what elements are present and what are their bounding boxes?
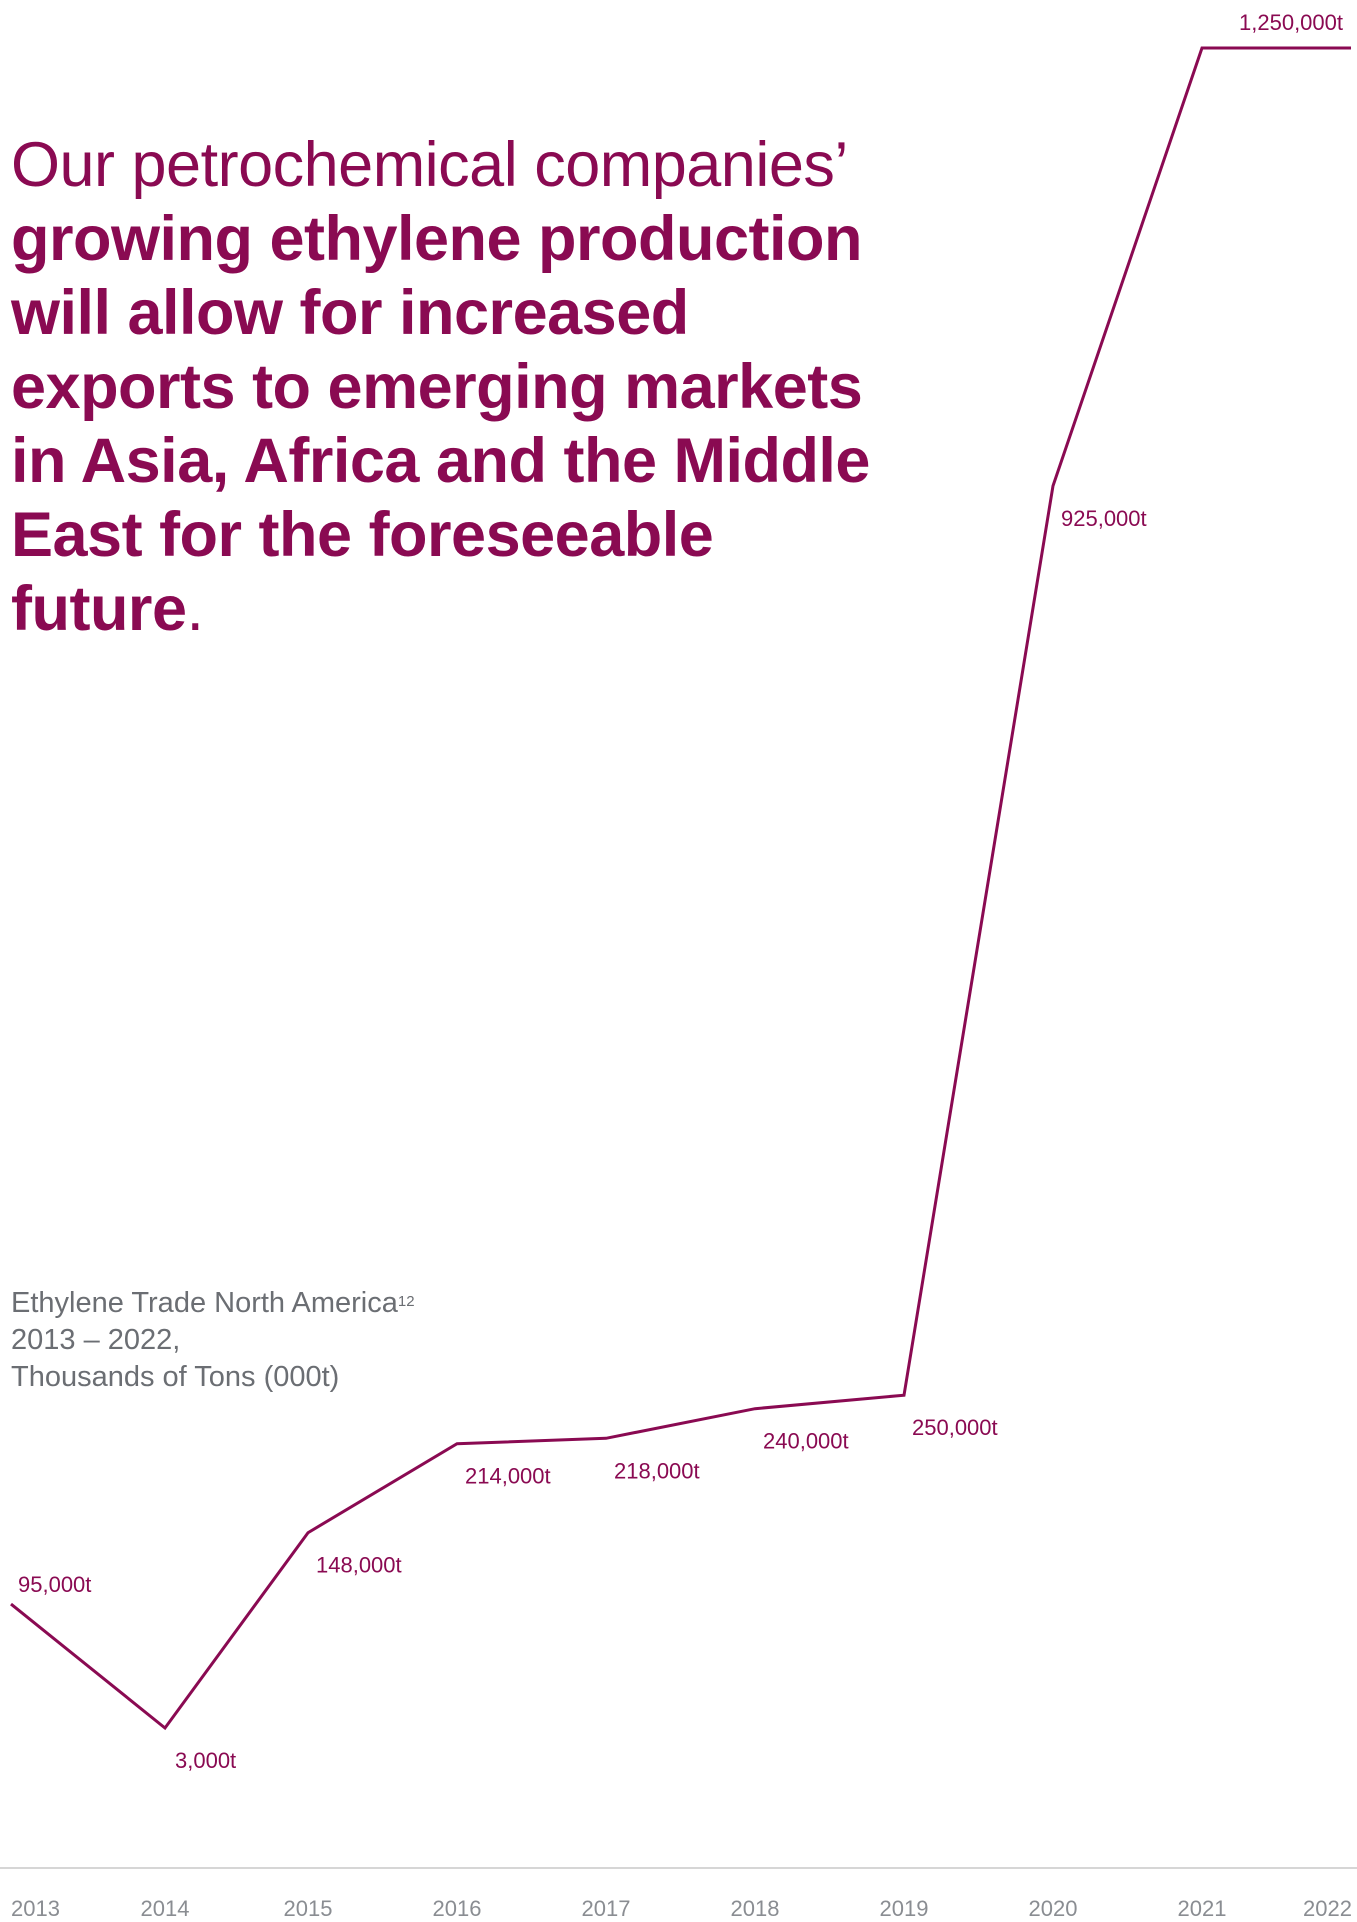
data-label: 240,000t [763, 1429, 849, 1454]
headline-light-text: Our petrochemical companies’ [11, 130, 848, 200]
data-label: 218,000t [614, 1458, 700, 1483]
chart-caption: Ethylene Trade North America12 2013 – 20… [11, 1285, 415, 1396]
data-label: 214,000t [465, 1464, 551, 1489]
x-tick-label: 2021 [1178, 1896, 1227, 1921]
x-tick-label: 2019 [880, 1896, 929, 1921]
caption-footnote: 12 [397, 1293, 415, 1310]
x-tick-label: 2015 [284, 1896, 333, 1921]
caption-line-3: Thousands of Tons (000t) [11, 1361, 340, 1393]
x-tick-label: 2016 [433, 1896, 482, 1921]
x-tick-label: 2013 [11, 1896, 60, 1921]
x-tick-label: 2018 [731, 1896, 780, 1921]
data-label: 250,000t [912, 1415, 998, 1440]
data-label: 148,000t [316, 1553, 402, 1578]
data-label: 95,000t [18, 1572, 91, 1597]
series-group [10, 46, 1352, 1731]
x-tick-group: 2013 2014 2015 2016 2017 2018 2019 2020 2021 2022 [11, 1896, 1352, 1921]
x-tick-label: 2014 [141, 1896, 190, 1921]
x-tick-label: 2017 [582, 1896, 631, 1921]
headline: Our petrochemical companies’ growing ethy… [11, 128, 911, 646]
x-tick-label: 2020 [1029, 1896, 1078, 1921]
caption-title: Ethylene Trade North America [11, 1287, 398, 1319]
data-label: 1,250,000t [1239, 10, 1343, 35]
series-line [10, 46, 1351, 1731]
headline-end-text: . [186, 574, 204, 644]
data-label: 925,000t [1061, 506, 1147, 531]
headline-bold-text: growing ethylene production will allow f… [11, 204, 870, 644]
x-tick-label: 2022 [1303, 1896, 1352, 1921]
caption-line-2: 2013 – 2022, [11, 1324, 181, 1356]
caption-line-1: Ethylene Trade North America12 [11, 1285, 415, 1322]
data-label-group: 95,000t 3,000t 148,000t 214,000t 218,000t 240… [18, 10, 1343, 1773]
data-label: 3,000t [175, 1748, 236, 1773]
